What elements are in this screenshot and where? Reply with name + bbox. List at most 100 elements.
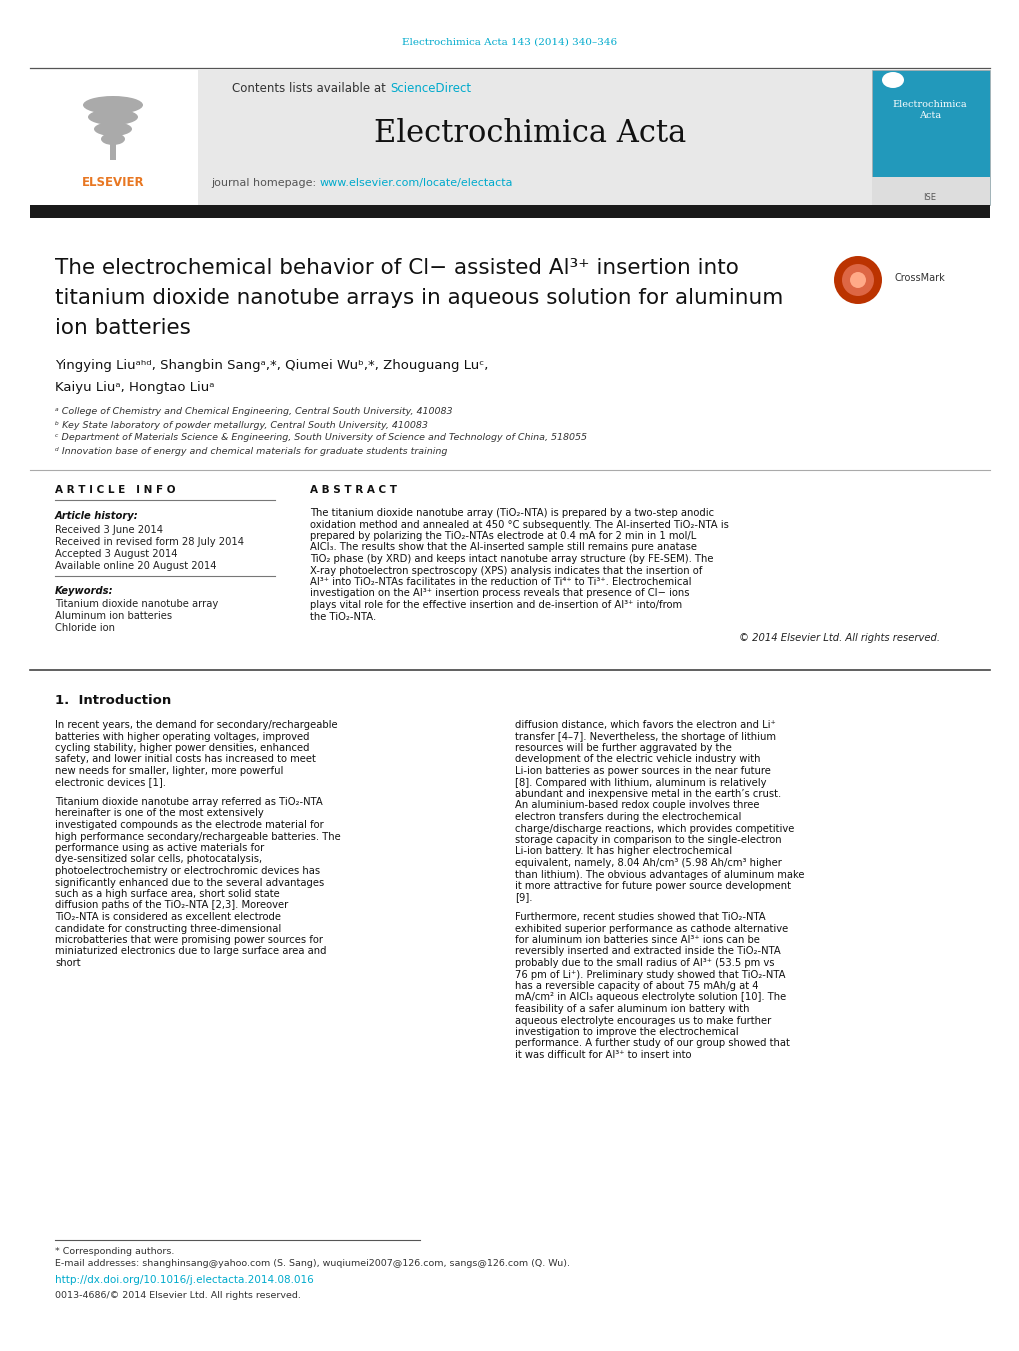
Text: Yingying Liuᵃʰᵈ, Shangbin Sangᵃ,*, Qiumei Wuᵇ,*, Zhouguang Luᶜ,: Yingying Liuᵃʰᵈ, Shangbin Sangᵃ,*, Qiume… xyxy=(55,359,488,373)
Text: oxidation method and annealed at 450 °C subsequently. The Al-inserted TiO₂-NTA i: oxidation method and annealed at 450 °C … xyxy=(310,520,729,530)
Text: Received in revised form 28 July 2014: Received in revised form 28 July 2014 xyxy=(55,536,244,547)
Text: Li-ion battery. It has higher electrochemical: Li-ion battery. It has higher electroche… xyxy=(515,847,732,857)
Text: feasibility of a safer aluminum ion battery with: feasibility of a safer aluminum ion batt… xyxy=(515,1004,749,1015)
Text: http://dx.doi.org/10.1016/j.electacta.2014.08.016: http://dx.doi.org/10.1016/j.electacta.20… xyxy=(55,1275,314,1285)
Text: www.elsevier.com/locate/electacta: www.elsevier.com/locate/electacta xyxy=(320,178,513,188)
Text: Received 3 June 2014: Received 3 June 2014 xyxy=(55,526,163,535)
Bar xyxy=(871,70,989,205)
Text: new needs for smaller, lighter, more powerful: new needs for smaller, lighter, more pow… xyxy=(55,766,283,775)
Text: Article history:: Article history: xyxy=(55,511,139,521)
Text: significantly enhanced due to the several advantages: significantly enhanced due to the severa… xyxy=(55,878,324,888)
Text: ion batteries: ion batteries xyxy=(55,317,191,338)
Text: abundant and inexpensive metal in the earth’s crust.: abundant and inexpensive metal in the ea… xyxy=(515,789,781,798)
Text: miniaturized electronics due to large surface area and: miniaturized electronics due to large su… xyxy=(55,947,326,957)
Text: mA/cm² in AlCl₃ aqueous electrolyte solution [10]. The: mA/cm² in AlCl₃ aqueous electrolyte solu… xyxy=(515,993,786,1002)
Text: E-mail addresses: shanghinsang@yahoo.com (S. Sang), wuqiumei2007@126.com, sangs@: E-mail addresses: shanghinsang@yahoo.com… xyxy=(55,1259,570,1269)
Text: Kaiyu Liuᵃ, Hongtao Liuᵃ: Kaiyu Liuᵃ, Hongtao Liuᵃ xyxy=(55,381,214,393)
Text: The electrochemical behavior of Cl− assisted Al³⁺ insertion into: The electrochemical behavior of Cl− assi… xyxy=(55,258,738,278)
Ellipse shape xyxy=(88,109,138,126)
Text: resources will be further aggravated by the: resources will be further aggravated by … xyxy=(515,743,732,753)
Text: An aluminium-based redox couple involves three: An aluminium-based redox couple involves… xyxy=(515,801,759,811)
Text: electronic devices [1].: electronic devices [1]. xyxy=(55,777,166,788)
Ellipse shape xyxy=(83,96,143,113)
Text: hereinafter is one of the most extensively: hereinafter is one of the most extensive… xyxy=(55,808,264,819)
Text: than lithium). The obvious advantages of aluminum make: than lithium). The obvious advantages of… xyxy=(515,870,804,880)
Bar xyxy=(110,138,116,159)
Text: high performance secondary/rechargeable batteries. The: high performance secondary/rechargeable … xyxy=(55,831,340,842)
Text: candidate for constructing three-dimensional: candidate for constructing three-dimensi… xyxy=(55,924,281,934)
Text: X-ray photoelectron spectroscopy (XPS) analysis indicates that the insertion of: X-ray photoelectron spectroscopy (XPS) a… xyxy=(310,566,702,576)
Text: ScienceDirect: ScienceDirect xyxy=(389,81,471,95)
Text: [8]. Compared with lithium, aluminum is relatively: [8]. Compared with lithium, aluminum is … xyxy=(515,777,765,788)
Circle shape xyxy=(841,263,873,296)
Text: Available online 20 August 2014: Available online 20 August 2014 xyxy=(55,561,216,571)
Text: 1.  Introduction: 1. Introduction xyxy=(55,693,171,707)
Text: Aluminum ion batteries: Aluminum ion batteries xyxy=(55,611,172,621)
Text: photoelectrochemistry or electrochromic devices has: photoelectrochemistry or electrochromic … xyxy=(55,866,320,875)
Text: the TiO₂-NTA.: the TiO₂-NTA. xyxy=(310,612,376,621)
Text: has a reversible capacity of about 75 mAh/g at 4: has a reversible capacity of about 75 mA… xyxy=(515,981,758,992)
Text: TiO₂ phase (by XRD) and keeps intact nanotube array structure (by FE-SEM). The: TiO₂ phase (by XRD) and keeps intact nan… xyxy=(310,554,713,563)
Text: Chloride ion: Chloride ion xyxy=(55,623,115,634)
Text: Electrochimica Acta: Electrochimica Acta xyxy=(374,118,686,149)
Text: journal homepage:: journal homepage: xyxy=(211,178,320,188)
Text: Accepted 3 August 2014: Accepted 3 August 2014 xyxy=(55,549,177,559)
Bar xyxy=(30,70,198,205)
Text: Titanium dioxide nanotube array: Titanium dioxide nanotube array xyxy=(55,598,218,609)
Text: for aluminum ion batteries since Al³⁺ ions can be: for aluminum ion batteries since Al³⁺ io… xyxy=(515,935,759,944)
Text: 0013-4686/© 2014 Elsevier Ltd. All rights reserved.: 0013-4686/© 2014 Elsevier Ltd. All right… xyxy=(55,1290,301,1300)
Text: diffusion paths of the TiO₂-NTA [2,3]. Moreover: diffusion paths of the TiO₂-NTA [2,3]. M… xyxy=(55,901,288,911)
Text: safety, and lower initial costs has increased to meet: safety, and lower initial costs has incr… xyxy=(55,754,316,765)
Text: Contents lists available at: Contents lists available at xyxy=(232,81,389,95)
Text: exhibited superior performance as cathode alternative: exhibited superior performance as cathod… xyxy=(515,924,788,934)
Text: batteries with higher operating voltages, improved: batteries with higher operating voltages… xyxy=(55,731,309,742)
Text: 76 pm of Li⁺). Preliminary study showed that TiO₂-NTA: 76 pm of Li⁺). Preliminary study showed … xyxy=(515,970,785,979)
Text: performance using as active materials for: performance using as active materials fo… xyxy=(55,843,264,852)
Text: it was difficult for Al³⁺ to insert into: it was difficult for Al³⁺ to insert into xyxy=(515,1050,691,1061)
Text: titanium dioxide nanotube arrays in aqueous solution for aluminum: titanium dioxide nanotube arrays in aque… xyxy=(55,288,783,308)
Text: A B S T R A C T: A B S T R A C T xyxy=(310,485,396,494)
Text: [9].: [9]. xyxy=(515,893,532,902)
Text: electron transfers during the electrochemical: electron transfers during the electroche… xyxy=(515,812,741,821)
Text: diffusion distance, which favors the electron and Li⁺: diffusion distance, which favors the ele… xyxy=(515,720,775,730)
Text: development of the electric vehicle industry with: development of the electric vehicle indu… xyxy=(515,754,760,765)
Text: A R T I C L E   I N F O: A R T I C L E I N F O xyxy=(55,485,175,494)
Text: cycling stability, higher power densities, enhanced: cycling stability, higher power densitie… xyxy=(55,743,309,753)
Bar xyxy=(30,70,989,205)
Text: CrossMark: CrossMark xyxy=(894,273,945,282)
Bar xyxy=(30,205,989,218)
Text: Electrochimica Acta 143 (2014) 340–346: Electrochimica Acta 143 (2014) 340–346 xyxy=(403,38,616,46)
Text: Titanium dioxide nanotube array referred as TiO₂-NTA: Titanium dioxide nanotube array referred… xyxy=(55,797,322,807)
Circle shape xyxy=(834,255,881,304)
Text: storage capacity in comparison to the single-electron: storage capacity in comparison to the si… xyxy=(515,835,781,844)
Ellipse shape xyxy=(94,122,131,136)
Bar xyxy=(871,177,989,205)
Text: TiO₂-NTA is considered as excellent electrode: TiO₂-NTA is considered as excellent elec… xyxy=(55,912,280,921)
Circle shape xyxy=(849,272,865,288)
Text: investigation to improve the electrochemical: investigation to improve the electrochem… xyxy=(515,1027,738,1038)
Text: Li-ion batteries as power sources in the near future: Li-ion batteries as power sources in the… xyxy=(515,766,770,775)
Text: transfer [4–7]. Nevertheless, the shortage of lithium: transfer [4–7]. Nevertheless, the shorta… xyxy=(515,731,775,742)
Text: Al³⁺ into TiO₂-NTAs facilitates in the reduction of Ti⁴⁺ to Ti³⁺. Electrochemica: Al³⁺ into TiO₂-NTAs facilitates in the r… xyxy=(310,577,691,586)
Text: aqueous electrolyte encourages us to make further: aqueous electrolyte encourages us to mak… xyxy=(515,1016,770,1025)
Text: Furthermore, recent studies showed that TiO₂-NTA: Furthermore, recent studies showed that … xyxy=(515,912,765,921)
Text: probably due to the small radius of Al³⁺ (53.5 pm vs: probably due to the small radius of Al³⁺… xyxy=(515,958,773,969)
Text: ᶜ Department of Materials Science & Engineering, South University of Science and: ᶜ Department of Materials Science & Engi… xyxy=(55,434,586,443)
Text: investigation on the Al³⁺ insertion process reveals that presence of Cl− ions: investigation on the Al³⁺ insertion proc… xyxy=(310,589,689,598)
Text: prepared by polarizing the TiO₂-NTAs electrode at 0.4 mA for 2 min in 1 mol/L: prepared by polarizing the TiO₂-NTAs ele… xyxy=(310,531,696,540)
Text: * Corresponding authors.: * Corresponding authors. xyxy=(55,1247,174,1256)
Text: plays vital role for the effective insertion and de-insertion of Al³⁺ into/from: plays vital role for the effective inser… xyxy=(310,600,682,611)
Text: ᵇ Key State laboratory of powder metallurgy, Central South University, 410083: ᵇ Key State laboratory of powder metallu… xyxy=(55,420,427,430)
Text: microbatteries that were promising power sources for: microbatteries that were promising power… xyxy=(55,935,323,944)
Text: ᵃ College of Chemistry and Chemical Engineering, Central South University, 41008: ᵃ College of Chemistry and Chemical Engi… xyxy=(55,408,452,416)
Text: ᵈ Innovation base of energy and chemical materials for graduate students trainin: ᵈ Innovation base of energy and chemical… xyxy=(55,446,447,455)
Text: Electrochimica
Acta: Electrochimica Acta xyxy=(892,100,966,120)
Text: ISE: ISE xyxy=(922,193,935,203)
Text: © 2014 Elsevier Ltd. All rights reserved.: © 2014 Elsevier Ltd. All rights reserved… xyxy=(739,634,940,643)
Text: short: short xyxy=(55,958,81,969)
Text: charge/discharge reactions, which provides competitive: charge/discharge reactions, which provid… xyxy=(515,824,794,834)
Text: investigated compounds as the electrode material for: investigated compounds as the electrode … xyxy=(55,820,323,830)
Text: reversibly inserted and extracted inside the TiO₂-NTA: reversibly inserted and extracted inside… xyxy=(515,947,780,957)
Text: Keywords:: Keywords: xyxy=(55,586,113,596)
Text: AlCl₃. The results show that the Al-inserted sample still remains pure anatase: AlCl₃. The results show that the Al-inse… xyxy=(310,543,696,553)
